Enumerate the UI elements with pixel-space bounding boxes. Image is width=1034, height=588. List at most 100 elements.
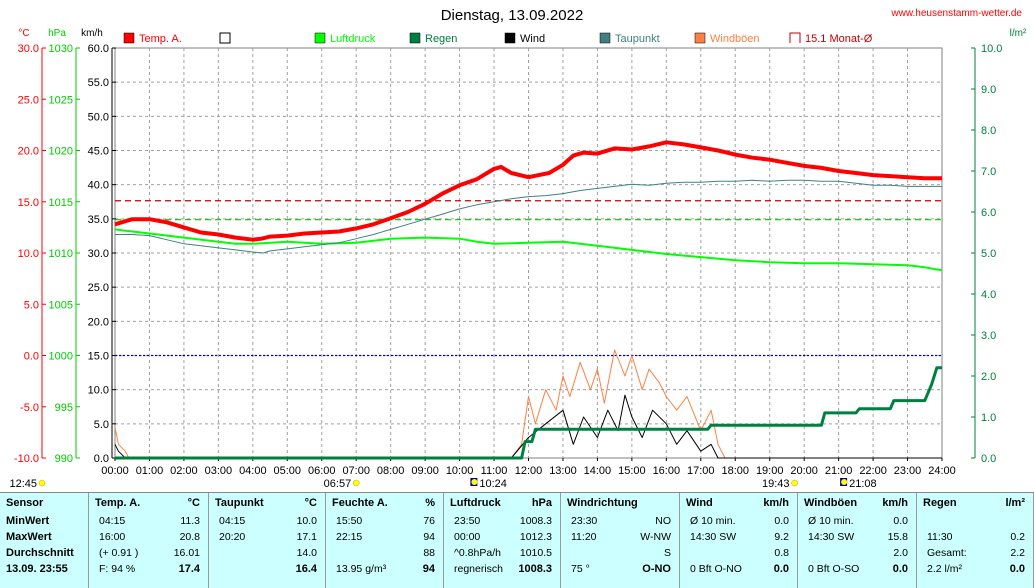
table-cell-time: 14:30 SW: [690, 531, 737, 543]
x-tick-label: 14:00: [584, 465, 612, 477]
table-cell-time: 23:30: [571, 515, 598, 527]
legend-label: Regen: [425, 33, 457, 45]
row-labels-column: Sensor MinWert MaxWert Durchschnitt 13.09. 2…: [0, 493, 89, 588]
x-tick-label: 23:00: [894, 465, 922, 477]
table-cell-value: 94: [423, 531, 435, 543]
table-cell-value: 20.8: [179, 531, 200, 543]
wind-tick-label: 5.0: [94, 419, 109, 431]
temp-tick-label: 20.0: [18, 146, 39, 158]
website-url[interactable]: www.heusenstamm-wetter.de: [890, 8, 1022, 19]
table-cell-value: 0.8: [774, 547, 789, 559]
table-cell-value: 0.0: [774, 515, 789, 527]
temp-axis-unit: °C: [18, 28, 29, 39]
table-cell-value: 10.0: [296, 515, 317, 527]
wind-tick-label: 55.0: [88, 77, 109, 89]
legend-swatch: [409, 32, 421, 44]
wind-tick-label: 20.0: [88, 316, 109, 328]
table-column: Taupunkt °C 04:15 10.0 20:20 17.1 14.0 16.4: [209, 493, 326, 588]
table-column: Windböen km/h Ø 10 min. 0.0 14:30 SW 15.8 2.0 0…: [798, 493, 917, 588]
pressure-tick-label: 1005: [49, 299, 73, 311]
legend-label: Temp. A.: [139, 33, 182, 45]
temp-tick-label: 15.0: [18, 197, 39, 209]
column-unit: l/m²: [1005, 497, 1025, 509]
rain-tick-label: 8.0: [981, 125, 996, 137]
table-cell-time: F: 94 %: [99, 563, 136, 575]
table-cell-value: 1008.3: [519, 515, 552, 527]
table-cell-value: 1010.5: [519, 547, 552, 559]
legend-label: Luftdruck: [330, 33, 376, 45]
wind-tick-label: 25.0: [88, 282, 109, 294]
rain-tick-label: 6.0: [981, 207, 996, 219]
x-tick-label: 02:00: [170, 465, 198, 477]
pressure-tick-label: 1020: [49, 146, 73, 158]
table-column: Windrichtung 23:30 NO 11:20 W-NW S 75 ° O-NO: [561, 493, 680, 588]
legend-swatch: [504, 32, 516, 44]
table-cell-time: 15:50: [336, 515, 363, 527]
chart-series: [114, 140, 943, 460]
x-tick-label: 09:00: [411, 465, 439, 477]
table-cell-value: 2.2: [1010, 547, 1025, 559]
x-tick-label: 17:00: [687, 465, 715, 477]
table-cell-time: 0 Bft O-NO: [690, 563, 742, 575]
pressure-tick-label: 995: [55, 402, 73, 414]
legend-swatch: [314, 32, 326, 44]
table-cell-time: 11:30: [927, 531, 953, 543]
sun-moon-markers: 12:45 06:57 10:24 19:43 21:08: [9, 478, 877, 490]
table-cell-time: 16:00: [99, 531, 126, 543]
column-header: Temp. A.: [95, 497, 141, 509]
chart-title: Dienstag, 13.09.2022: [441, 7, 584, 24]
wind-tick-label: 15.0: [88, 351, 109, 363]
summary-table: Sensor MinWert MaxWert Durchschnitt 13.09. 2…: [0, 492, 1034, 588]
x-tick-label: 24:00: [928, 465, 956, 477]
table-cell-value: 11.3: [180, 515, 200, 527]
rain-tick-label: 0.0: [981, 453, 996, 465]
rain-tick-label: 2.0: [981, 371, 996, 383]
rain-tick-label: 10.0: [981, 43, 1002, 55]
row-label: 13.09. 23:55: [6, 563, 68, 575]
legend-label: Windböen: [710, 33, 760, 45]
x-tick-label: 12:00: [515, 465, 543, 477]
table-cell-time: Ø 10 min.: [808, 515, 854, 527]
x-tick-label: 18:00: [721, 465, 749, 477]
table-column: Feuchte A.% 15:50 76 22:15 94 88 13.95 g/m³ 94: [326, 493, 444, 588]
table-cell-value: 15.8: [887, 531, 908, 543]
series-regen: [115, 366, 942, 460]
x-tick-label: 00:00: [101, 465, 129, 477]
sun-icon: [38, 479, 46, 487]
temp-tick-label: -5.0: [20, 402, 39, 414]
temp-tick-label: 10.0: [18, 248, 39, 260]
x-tick-label: 10:00: [446, 465, 474, 477]
table-cell-time: 04:15: [99, 515, 126, 527]
legend-swatch: [123, 32, 135, 44]
temp-tick-label: 5.0: [24, 299, 39, 311]
moon-icon-crescent: [841, 479, 848, 485]
table-cell-value: 16.01: [173, 547, 200, 559]
reference-lines: [115, 200, 942, 357]
rain-tick-label: 4.0: [981, 289, 996, 301]
table-cell-time: (+ 0.91 ): [99, 547, 139, 559]
rain-tick-label: 3.0: [981, 330, 996, 342]
legend-swatch: [219, 32, 231, 44]
x-tick-label: 06:00: [308, 465, 336, 477]
x-tick-label: 08:00: [377, 465, 405, 477]
legend-label: Taupunkt: [615, 33, 660, 45]
series-luftdruck: [114, 228, 943, 272]
column-unit: %: [425, 497, 435, 509]
table-cell-value: 0.0: [773, 563, 789, 575]
table-cell-value: 76: [423, 515, 435, 527]
sun-icon: [791, 479, 798, 487]
legend-swatch: [694, 32, 706, 44]
wind-tick-label: 35.0: [88, 214, 109, 226]
legend-swatch: [599, 32, 611, 44]
pressure-tick-label: 1030: [49, 43, 73, 55]
x-tick-label: 20:00: [790, 465, 818, 477]
table-cell-value: 1008.3: [518, 563, 552, 575]
pressure-tick-label: 1015: [49, 197, 73, 209]
chart-legend: Temp. A. Luftdruck Regen Wind Taupunkt Windbö…: [123, 32, 873, 45]
table-cell-value: 94: [422, 563, 435, 575]
pressure-tick-label: 1025: [49, 94, 73, 106]
table-cell-value: 2.0: [893, 547, 908, 559]
rain-axis-unit: l/m²: [1010, 28, 1027, 39]
column-header: Taupunkt: [215, 497, 264, 509]
wind-tick-label: 45.0: [88, 146, 109, 158]
